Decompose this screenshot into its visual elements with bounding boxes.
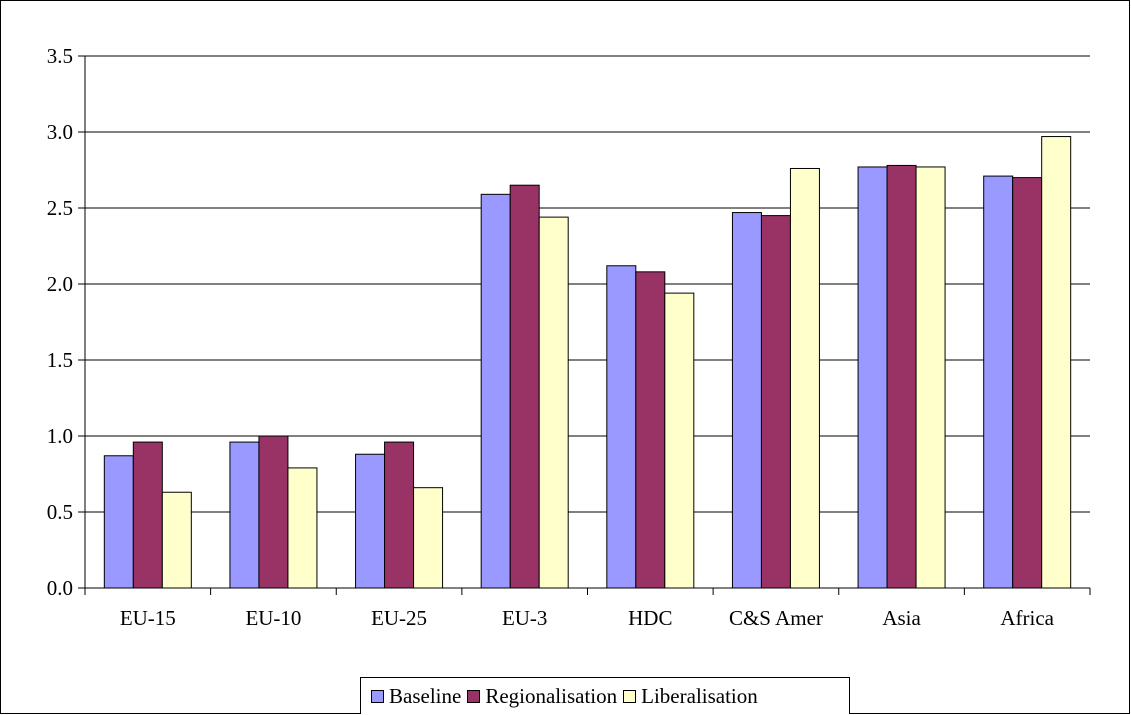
bar-regionalisation bbox=[132, 441, 163, 589]
bar-liberalisation bbox=[789, 167, 820, 589]
bar-regionalisation bbox=[258, 435, 289, 589]
y-tick-label: 0.5 bbox=[47, 500, 73, 524]
legend-swatch bbox=[623, 689, 637, 703]
bar-baseline bbox=[857, 166, 888, 589]
bar-regionalisation bbox=[384, 441, 415, 589]
bar-regionalisation bbox=[635, 271, 666, 589]
bar-liberalisation bbox=[287, 467, 318, 589]
y-tick-label: 3.0 bbox=[47, 120, 73, 144]
x-tick-label: Africa bbox=[1000, 606, 1054, 630]
bar-liberalisation bbox=[538, 216, 569, 589]
legend-label: Baseline bbox=[389, 683, 462, 708]
legend-label: Regionalisation bbox=[485, 683, 618, 708]
legend-label: Liberalisation bbox=[641, 683, 758, 708]
bar-regionalisation bbox=[760, 215, 791, 589]
bar-liberalisation bbox=[1041, 136, 1072, 589]
y-tick-label: 1.0 bbox=[47, 424, 73, 448]
legend-swatch bbox=[467, 689, 481, 703]
y-tick-label: 2.5 bbox=[47, 196, 73, 220]
bar-liberalisation bbox=[413, 487, 444, 589]
y-tick-label: 2.0 bbox=[47, 272, 73, 296]
bar-liberalisation bbox=[664, 292, 695, 589]
y-tick-label: 1.5 bbox=[47, 348, 73, 372]
bar-regionalisation bbox=[509, 184, 540, 589]
legend: Baseline Regionalisation Liberalisation bbox=[360, 677, 850, 714]
x-tick-label: EU-3 bbox=[502, 606, 548, 630]
bar-baseline bbox=[731, 212, 762, 589]
bar-baseline bbox=[355, 453, 386, 589]
bar-baseline bbox=[229, 441, 260, 589]
x-tick-label: C&S Amer bbox=[729, 606, 823, 630]
x-tick-label: Asia bbox=[882, 606, 921, 630]
bar-liberalisation bbox=[161, 491, 192, 589]
bar-baseline bbox=[103, 455, 134, 589]
x-tick-label: EU-25 bbox=[371, 606, 427, 630]
legend-swatch bbox=[371, 689, 384, 703]
legend-item: Liberalisation bbox=[623, 684, 758, 709]
bar-baseline bbox=[480, 193, 511, 589]
y-tick-label: 0.0 bbox=[47, 576, 73, 600]
bar-baseline bbox=[983, 175, 1014, 589]
x-tick-label: EU-10 bbox=[245, 606, 301, 630]
bar-baseline bbox=[606, 265, 637, 589]
bar-regionalisation bbox=[1012, 177, 1043, 589]
bar-regionalisation bbox=[886, 164, 917, 589]
y-tick-label: 3.5 bbox=[47, 44, 73, 68]
legend-item: Regionalisation bbox=[467, 684, 617, 709]
x-tick-label: EU-15 bbox=[120, 606, 176, 630]
bar-liberalisation bbox=[915, 166, 946, 589]
x-tick-label: HDC bbox=[628, 606, 672, 630]
legend-item: Baseline bbox=[371, 684, 461, 709]
